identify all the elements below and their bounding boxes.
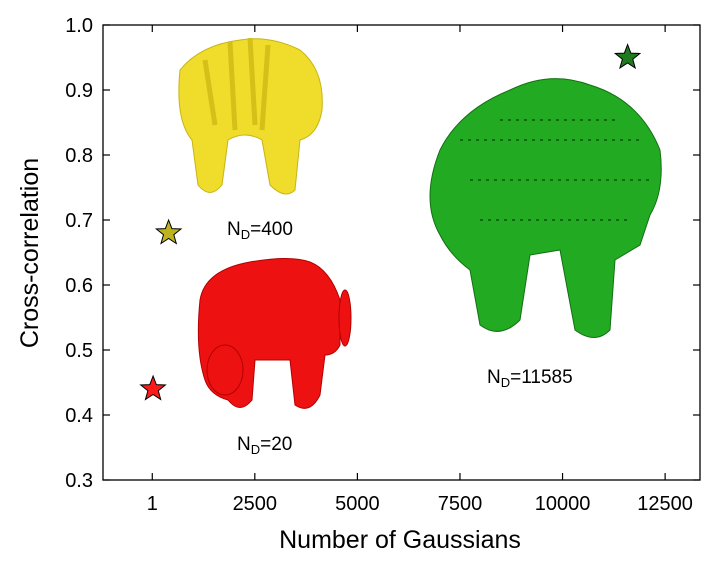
- y-tick-label: 0.8: [65, 145, 93, 167]
- chart: Number of Gaussians Cross-correlation 12…: [0, 0, 723, 556]
- yellow-render: [179, 38, 322, 194]
- x-tick-label: 7500: [438, 493, 483, 515]
- x-tick-label: 1: [147, 493, 158, 515]
- y-tick-label: 0.7: [65, 210, 93, 232]
- annotation: ND=400: [227, 219, 293, 242]
- star-marker: [156, 220, 181, 244]
- y-axis-label: Cross-correlation: [16, 158, 44, 348]
- annotation-text: =11585: [510, 367, 573, 388]
- annotation-sub: D: [501, 375, 510, 390]
- star-marker: [141, 376, 166, 400]
- annotation-text: =400: [250, 219, 293, 240]
- x-tick-label: 5000: [335, 493, 380, 515]
- y-tick-label: 0.9: [65, 80, 93, 102]
- annotation-sub: D: [251, 442, 260, 457]
- red-render: [198, 259, 351, 409]
- y-tick-label: 0.5: [65, 340, 93, 362]
- y-tick-label: 0.4: [65, 405, 93, 427]
- green-render: [430, 79, 661, 338]
- annotation-base: N: [227, 219, 241, 240]
- star-marker: [615, 45, 640, 69]
- y-tick-label: 0.3: [65, 470, 93, 492]
- x-tick-label: 12500: [637, 493, 693, 515]
- annotation: ND=11585: [487, 367, 573, 390]
- annotation-base: N: [237, 434, 251, 455]
- y-tick-label: 1.0: [65, 15, 93, 37]
- annotation: ND=20: [237, 434, 292, 457]
- annotation-sub: D: [241, 227, 250, 242]
- x-axis-label: Number of Gaussians: [279, 526, 521, 554]
- x-tick-label: 2500: [233, 493, 278, 515]
- annotation-text: =20: [260, 434, 292, 455]
- y-tick-label: 0.6: [65, 275, 93, 297]
- x-tick-label: 10000: [535, 493, 591, 515]
- annotation-base: N: [487, 367, 501, 388]
